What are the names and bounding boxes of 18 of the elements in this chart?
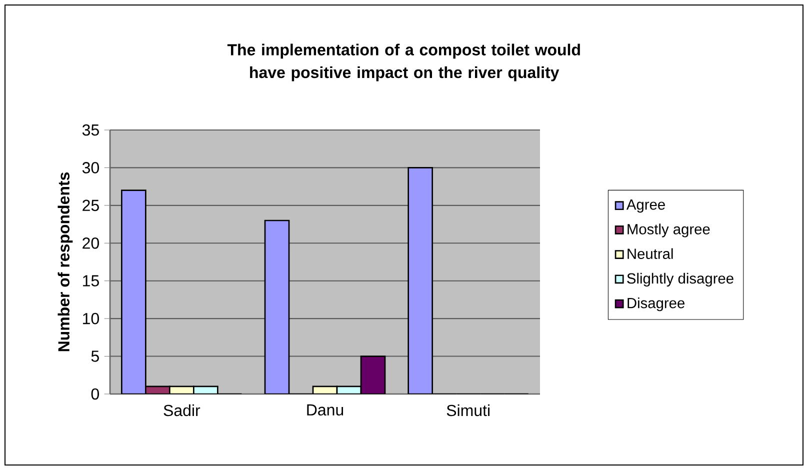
y-tick-label: 35	[82, 124, 99, 136]
legend-label: Neutral	[628, 248, 673, 260]
y-tick-label: 10	[83, 312, 99, 324]
x-tick-label: Danu	[307, 404, 344, 416]
y-axis-title: Number of respondents	[58, 172, 73, 352]
y-tick-label: 15	[83, 275, 99, 286]
legend-label: Disagree	[628, 298, 684, 312]
x-tick-label: Simuti	[446, 404, 490, 416]
legend-label: Mostly agree	[628, 224, 710, 238]
y-tick-label: 0	[91, 388, 99, 400]
y-tick-label: 25	[82, 200, 99, 212]
legend-label: Agree	[626, 200, 665, 213]
y-tick-label: 5	[91, 350, 99, 362]
x-tick-label: Sadir	[164, 404, 200, 416]
legend-label: Slightly disagree	[627, 272, 734, 287]
y-tick-label: 30	[82, 162, 99, 174]
chart-title: The implementation of a compost toilet would have positive impact on the river quality	[227, 44, 580, 82]
y-tick-label: 20	[82, 237, 99, 249]
